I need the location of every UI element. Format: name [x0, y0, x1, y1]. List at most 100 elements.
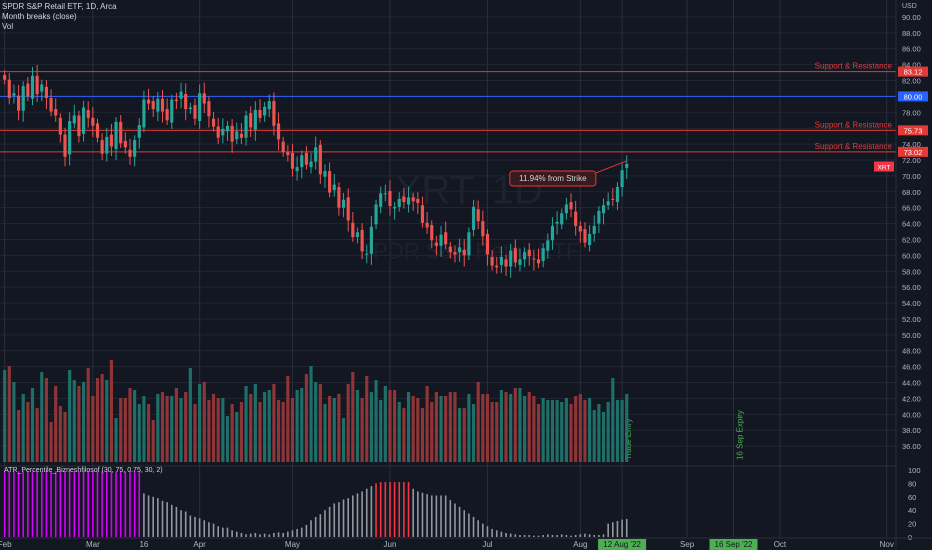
candle-body[interactable] — [225, 125, 230, 132]
candle-body[interactable] — [44, 86, 49, 98]
candle-body[interactable] — [420, 205, 425, 223]
candle-body[interactable] — [406, 197, 411, 205]
candle-body[interactable] — [253, 109, 257, 130]
candle-body[interactable] — [509, 250, 513, 267]
candle-body[interactable] — [91, 117, 95, 126]
candle-body[interactable] — [86, 109, 90, 118]
candle-body[interactable] — [123, 140, 127, 148]
candle-body[interactable] — [230, 125, 234, 142]
candle-body[interactable] — [439, 234, 443, 246]
candle-body[interactable] — [555, 221, 559, 224]
candle-body[interactable] — [244, 115, 248, 138]
candle-body[interactable] — [249, 113, 253, 128]
candle-body[interactable] — [383, 193, 387, 195]
candle-body[interactable] — [151, 101, 155, 110]
candle-body[interactable] — [188, 107, 192, 110]
candle-body[interactable] — [346, 197, 350, 221]
candle-body[interactable] — [109, 134, 113, 147]
candle-body[interactable] — [193, 105, 197, 119]
candle-body[interactable] — [235, 131, 239, 140]
candle-body[interactable] — [30, 75, 35, 99]
candle-body[interactable] — [518, 259, 522, 265]
legend-symbol-title[interactable]: SPDR S&P Retail ETF, 1D, Arca — [2, 2, 117, 11]
candle-body[interactable] — [355, 232, 360, 238]
candle-body[interactable] — [434, 242, 438, 246]
candle-body[interactable] — [72, 115, 76, 124]
candle-body[interactable] — [337, 187, 341, 208]
candle-body[interactable] — [411, 197, 415, 202]
candle-body[interactable] — [81, 107, 86, 134]
candle-body[interactable] — [444, 232, 448, 245]
candle-body[interactable] — [174, 99, 178, 102]
candle-body[interactable] — [374, 204, 378, 225]
candle-body[interactable] — [286, 152, 290, 156]
candle-body[interactable] — [3, 74, 7, 80]
candle-body[interactable] — [393, 206, 397, 209]
candle-body[interactable] — [211, 118, 216, 127]
candle-body[interactable] — [425, 222, 429, 228]
candle-body[interactable] — [26, 83, 30, 97]
candle-body[interactable] — [365, 253, 369, 255]
candle-body[interactable] — [532, 258, 536, 260]
candle-body[interactable] — [114, 121, 118, 149]
candle-body[interactable] — [615, 187, 620, 203]
candle-body[interactable] — [146, 99, 151, 104]
candle-body[interactable] — [360, 229, 364, 252]
candle-body[interactable] — [527, 249, 531, 257]
candle-body[interactable] — [388, 190, 392, 207]
candle-body[interactable] — [179, 91, 183, 99]
candle-body[interactable] — [620, 170, 624, 188]
candle-body[interactable] — [397, 198, 401, 207]
candle-body[interactable] — [402, 196, 406, 203]
candle-body[interactable] — [625, 163, 629, 168]
candle-body[interactable] — [458, 247, 462, 253]
candle-body[interactable] — [290, 152, 295, 169]
candle-body[interactable] — [128, 149, 132, 157]
candle-body[interactable] — [611, 198, 615, 200]
candle-body[interactable] — [133, 140, 137, 157]
candle-body[interactable] — [63, 134, 67, 157]
candle-body[interactable] — [574, 211, 578, 226]
candle-body[interactable] — [318, 144, 322, 175]
candle-body[interactable] — [560, 213, 564, 225]
candle-body[interactable] — [281, 141, 285, 153]
candle-body[interactable] — [430, 225, 434, 241]
candle-body[interactable] — [541, 248, 545, 261]
candle-body[interactable] — [606, 201, 610, 206]
candle-body[interactable] — [272, 101, 276, 126]
candle-body[interactable] — [564, 204, 568, 214]
candle-body[interactable] — [216, 126, 220, 138]
candle-body[interactable] — [221, 128, 225, 136]
candle-body[interactable] — [592, 225, 596, 234]
candle-body[interactable] — [142, 99, 146, 128]
candle-body[interactable] — [583, 229, 587, 243]
candle-body[interactable] — [476, 209, 480, 222]
candle-body[interactable] — [323, 171, 327, 177]
candle-body[interactable] — [490, 256, 494, 266]
candle-body[interactable] — [351, 222, 355, 238]
candle-body[interactable] — [453, 252, 457, 255]
candle-body[interactable] — [35, 75, 39, 95]
candle-body[interactable] — [481, 221, 485, 237]
candle-body[interactable] — [295, 167, 299, 172]
candle-body[interactable] — [588, 233, 592, 246]
candle-body[interactable] — [314, 147, 318, 162]
candle-body[interactable] — [569, 202, 573, 210]
candle-body[interactable] — [49, 97, 53, 112]
candle-body[interactable] — [499, 256, 503, 265]
candle-body[interactable] — [100, 140, 104, 154]
candle-body[interactable] — [21, 86, 25, 111]
candle-body[interactable] — [416, 198, 420, 203]
candle-body[interactable] — [40, 84, 44, 92]
candle-body[interactable] — [202, 93, 206, 104]
candle-body[interactable] — [263, 106, 267, 116]
candle-body[interactable] — [550, 225, 555, 241]
candle-body[interactable] — [165, 109, 169, 121]
candle-body[interactable] — [462, 249, 466, 256]
candle-body[interactable] — [536, 259, 541, 264]
candle-body[interactable] — [485, 233, 490, 255]
candle-body[interactable] — [77, 115, 81, 137]
candle-body[interactable] — [267, 101, 271, 110]
candle-body[interactable] — [12, 93, 16, 96]
